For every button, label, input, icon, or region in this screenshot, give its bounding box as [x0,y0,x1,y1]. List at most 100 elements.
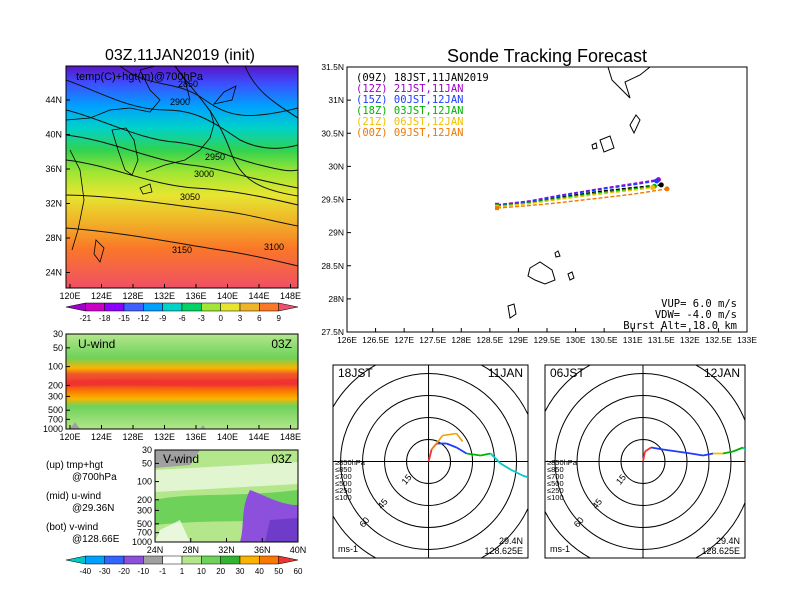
hodo-ring-label: 60 [572,515,586,529]
hodo-track-segment [650,446,664,451]
lon-tick-label: 127E [394,335,414,345]
track-coastlines [507,67,651,319]
track-series [495,177,670,211]
track-legend-entry: (09Z) 18JST,11JAN2019 [356,72,489,84]
colorbar-cell [104,302,125,312]
hodograph-18jst: 15 45 60 18JST 11JAN ≥850hPa≤850≤700≤500≤250≤… [332,364,529,559]
lon-tick-label: 132E [154,432,175,442]
hodo-ring-label: 15 [400,472,414,486]
p-tick-label: 100 [48,362,63,372]
track-lon-ticks: 126E 126.5E 127E 127.5E 128E 128.5E 129E 129.5E… [337,328,757,345]
contour-label: 3050 [180,192,200,202]
p-tick-label: 300 [137,505,152,515]
hodo-ring-label: 45 [590,497,604,511]
lat-tick-label: 31N [328,95,344,105]
vwind-time-label: 03Z [271,452,292,466]
hodo-branch-segment [435,435,444,444]
burst-text: Burst Alt= 18.0 km [623,320,737,332]
colorbar-cell [85,302,105,312]
hodo-pressure-legend: ≤250 [335,486,352,495]
colorbar-cell [123,302,144,312]
colorbar-cell [259,302,279,312]
colorbar-cell [65,555,86,565]
hodo-branch-segment [455,433,464,442]
lat-tick-label: 40N [45,130,62,140]
uwind-terrain [70,422,206,429]
hodo-ring-label: 60 [357,515,371,529]
colorbar-cell [181,555,202,565]
hodo-pressure-legend: ≤500 [547,479,564,488]
p-tick-label: 50 [142,458,152,468]
hodo-pressure-legend: ≥850hPa [547,458,578,467]
vup-text: VUP= 6.0 m/s [661,298,737,310]
lat-tick-label: 31.5N [321,62,344,72]
hodo-track-segment [489,452,502,465]
colorbar-cell [162,555,183,565]
vwind-label: V-wind [163,452,199,466]
p-tick-label: 50 [53,343,63,353]
lon-tick-label: 131.5E [648,335,675,345]
lon-tick-label: 126E [337,335,357,345]
contour-label: 2850 [178,79,198,89]
map-frame [65,65,299,289]
colorbar-cell [220,302,241,312]
contour-label: 3100 [264,242,284,252]
temperature-field [66,66,298,288]
hodo-date-label: 11JAN [488,366,523,380]
lon-tick-label: 136E [185,432,206,442]
hodo-pressure-legend: ≤850 [335,465,352,474]
lon-tick-label: 128E [451,335,471,345]
colorbar-cell [201,555,221,565]
hodo-track-segment [642,451,646,462]
contour-label: 3000 [194,169,214,179]
lon-tick-label: 132E [154,291,175,301]
lon-tick-label: 136E [185,291,206,301]
colorbar-label: -30 [99,567,111,576]
legend-mid-sub: @29.36N [72,503,114,514]
colorbar-cell [239,302,260,312]
vwind-shading [155,450,298,542]
colorbar-label: -21 [80,314,92,323]
lon-tick-label: 129.5E [534,335,561,345]
legend-bot-sub: @128.66E [72,534,120,545]
colorbar-cell [278,555,299,565]
lon-tick-label: 148E [280,432,301,442]
hodo-lat: 29.4N [499,536,523,546]
hodo-branch-segment [442,432,457,437]
hodo-jst-label: 06JST [550,366,585,380]
lon-tick-label: 124E [91,291,112,301]
colorbar-cell [143,555,163,565]
hodo-track-segment [430,442,438,451]
left-title: 03Z,11JAN2019 (init) [105,47,255,64]
colorbar-label: -18 [99,314,111,323]
hodo-track-segment [510,468,523,477]
contour-labels: 2850 2900 2950 3000 3050 3100 3150 [170,79,284,255]
hodo-pressure-legend: ≤700 [547,472,564,481]
lat-tick-label: 28.5N [321,261,344,271]
hodo-pressure-legend: ≤100 [547,493,564,502]
map-panel: 2850 2900 2950 3000 3050 3100 3150 temp(… [45,65,301,301]
hodo-pressure-legend: ≥850hPa [335,458,366,467]
lat-tick-label: 24N [45,268,62,278]
colorbar-label: -15 [118,314,130,323]
contour-label: 2900 [170,97,190,107]
contour-label: 3150 [172,245,192,255]
p-tick-label: 500 [48,405,63,415]
p-tick-label: 300 [48,391,63,401]
vdw-text: VDW= -4.0 m/s [655,309,737,321]
coastlines [66,66,237,263]
hodo-pressure-legend: ≤500 [335,479,352,488]
lon-tick-label: 132.5E [705,335,732,345]
p-tick-label: 1000 [43,424,63,434]
lat-tick-label: 28N [182,545,199,555]
p-tick-label: 1000 [132,537,152,547]
lat-tick-label: 28N [328,294,344,304]
colorbar-cell [259,555,279,565]
track-endpoint [658,182,664,188]
track-start [495,206,499,211]
colorbar-label: 60 [294,567,303,576]
